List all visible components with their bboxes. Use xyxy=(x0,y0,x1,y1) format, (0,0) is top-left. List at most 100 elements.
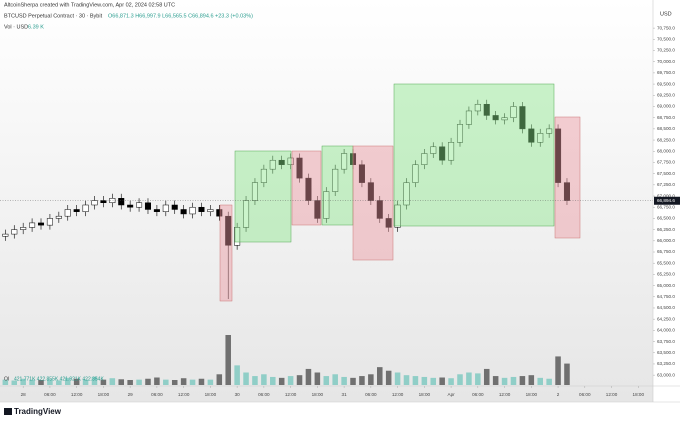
volume-bar xyxy=(528,375,535,385)
y-tick-label: 64,000.0 xyxy=(657,328,675,333)
volume-bar xyxy=(466,372,472,385)
x-tick-label: 06:00 xyxy=(579,392,591,397)
candle-body xyxy=(421,153,428,165)
x-tick-label: 06:00 xyxy=(365,392,377,397)
volume-bar xyxy=(430,377,437,385)
candle-body xyxy=(501,117,508,121)
candle-body xyxy=(528,128,535,143)
y-tick-label: 70,500.0 xyxy=(657,37,675,42)
candle-body xyxy=(37,222,45,226)
volume-bar xyxy=(29,379,35,385)
volume-bar xyxy=(216,374,223,385)
series xyxy=(2,99,570,385)
volume-label: Vol · USD xyxy=(4,24,28,30)
y-tick-label: 67,750.0 xyxy=(657,160,675,165)
y-tick-label: 65,750.0 xyxy=(657,249,675,254)
x-tick-label: 06:00 xyxy=(472,392,484,397)
y-tick-label: 68,500.0 xyxy=(657,126,675,131)
volume-bar xyxy=(403,375,410,385)
candle-body xyxy=(82,204,89,212)
candle-body xyxy=(225,215,232,246)
y-tick-label: 70,000.0 xyxy=(657,59,675,64)
y-tick-label: 64,750.0 xyxy=(657,294,675,299)
x-tick-label: 18:00 xyxy=(312,392,324,397)
candle-body xyxy=(207,209,214,212)
y-tick-label: 64,250.0 xyxy=(657,316,675,321)
volume-bar xyxy=(323,376,330,385)
volume-bar xyxy=(510,376,517,385)
x-tick-label: 30 xyxy=(235,392,241,397)
candle-body xyxy=(367,182,374,201)
candle-body xyxy=(546,128,553,134)
volume-bar xyxy=(136,379,142,385)
volume-bar xyxy=(207,379,214,385)
volume-bar xyxy=(359,376,365,385)
candle-body xyxy=(403,182,410,206)
candle-body xyxy=(180,209,187,215)
x-tick-label: 12:00 xyxy=(178,392,190,397)
candle-body xyxy=(439,146,446,161)
volume-bar xyxy=(555,356,561,385)
bull-zone xyxy=(321,145,354,226)
candle-body xyxy=(73,209,80,212)
y-tick-label: 68,000.0 xyxy=(657,148,675,153)
volume-bar xyxy=(2,379,9,385)
candle-body xyxy=(323,191,330,219)
volume-bar xyxy=(377,367,383,385)
oi-values: 421.771K 422.855K 421.921K 422.354K xyxy=(14,376,104,382)
candle-body xyxy=(537,133,544,143)
volume-bar xyxy=(278,377,285,385)
volume-bar xyxy=(64,377,71,385)
y-tick-label: 66,500.0 xyxy=(657,216,675,221)
volume-bar xyxy=(20,378,26,385)
y-tick-label: 69,250.0 xyxy=(657,93,675,98)
candle-body xyxy=(251,182,258,201)
volume-bar xyxy=(546,378,552,385)
x-tick-label: 12:00 xyxy=(71,392,83,397)
volume-bar xyxy=(11,380,18,385)
x-tick-label: 06:00 xyxy=(151,392,163,397)
candle-body xyxy=(136,202,143,208)
volume-bar xyxy=(73,378,80,385)
candle-body xyxy=(234,227,241,246)
candle-body xyxy=(412,164,419,183)
candle-body xyxy=(2,233,9,237)
volume-bar xyxy=(287,376,294,385)
author-line: AltcoinSherpa created with TradingView.c… xyxy=(4,2,175,8)
volume-bar xyxy=(56,380,62,385)
candle-body xyxy=(144,202,151,210)
candle-body xyxy=(162,204,169,212)
candle-body xyxy=(91,200,98,206)
x-tick-label: 12:00 xyxy=(392,392,404,397)
candle-body xyxy=(216,209,223,217)
volume-bar xyxy=(501,377,508,385)
volume-bar xyxy=(38,380,44,385)
candle-body xyxy=(198,206,205,212)
volume-bar xyxy=(439,377,445,385)
volume-bar xyxy=(234,365,240,385)
volume-bar xyxy=(261,374,267,385)
volume-bar xyxy=(91,376,98,385)
candle-body xyxy=(555,128,562,183)
volume-bar xyxy=(127,380,133,385)
volume-bar xyxy=(305,368,312,385)
volume-bar xyxy=(448,378,454,385)
volume-bar xyxy=(189,379,196,385)
volume-bar xyxy=(225,335,231,385)
volume-bar xyxy=(154,377,160,385)
x-tick-label: 29 xyxy=(128,392,134,397)
candle-body xyxy=(474,103,481,112)
volume-bar xyxy=(492,376,499,385)
candle-body xyxy=(314,200,321,219)
y-tick-label: 65,500.0 xyxy=(657,260,675,265)
volume-value: 6.39 K xyxy=(28,24,44,30)
y-tick-label: 68,250.0 xyxy=(657,137,675,142)
symbol-line: BTCUSD Perpetual Contract · 30 · Bybit xyxy=(4,13,103,19)
candle-body xyxy=(127,204,134,208)
volume-bar xyxy=(332,374,338,385)
candle-body xyxy=(20,227,27,230)
candle-body xyxy=(189,206,196,215)
x-tick-label: 2 xyxy=(557,392,560,397)
candle-body xyxy=(341,153,348,170)
zones xyxy=(219,83,581,302)
